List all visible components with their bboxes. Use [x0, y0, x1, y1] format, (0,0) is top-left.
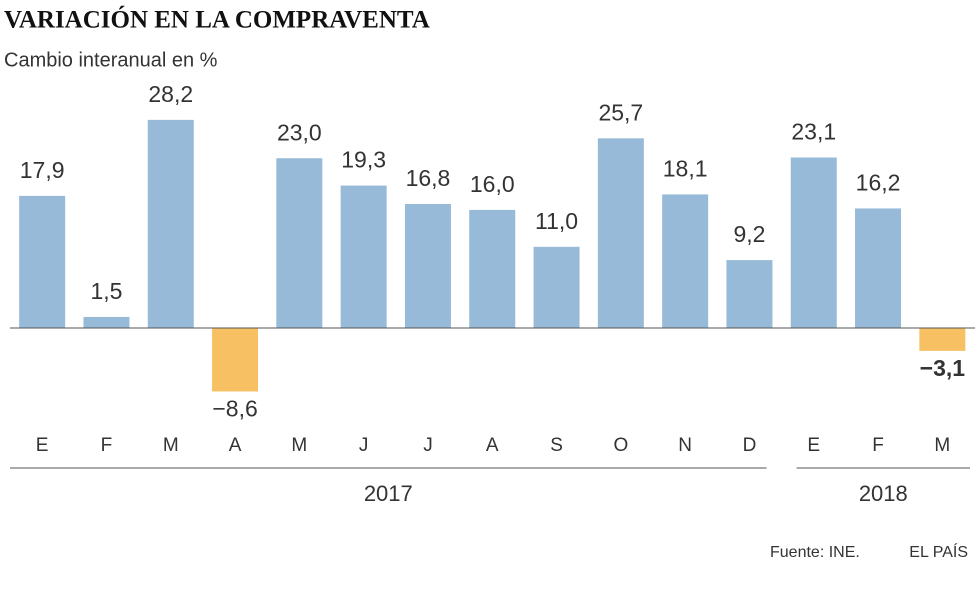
bar	[855, 208, 902, 328]
x-tick-label: N	[678, 435, 692, 456]
bar	[276, 158, 323, 328]
x-tick-label: A	[229, 435, 242, 456]
x-tick-label: F	[101, 435, 113, 456]
value-label: 23,1	[791, 119, 836, 145]
x-tick-label: M	[934, 435, 950, 456]
group-label: 2017	[364, 481, 413, 506]
x-tick-label: J	[423, 435, 433, 456]
bar	[83, 316, 130, 328]
value-label: 18,1	[663, 156, 708, 182]
source: Fuente: INE.	[770, 544, 860, 561]
chart-subtitle: Cambio interanual en %	[4, 49, 218, 71]
bar	[212, 328, 259, 392]
value-label: 19,3	[341, 147, 386, 173]
bar	[597, 138, 644, 328]
chart-title: VARIACIÓN EN LA COMPRAVENTA	[4, 6, 430, 34]
group-label: 2018	[859, 481, 908, 506]
value-label: −3,1	[920, 355, 966, 381]
x-tick-label: J	[359, 435, 369, 456]
x-tick-label: A	[486, 435, 499, 456]
x-tick-label: E	[807, 435, 820, 456]
bar	[919, 328, 966, 351]
bar	[404, 204, 451, 328]
x-tick-label: O	[613, 435, 628, 456]
bar	[469, 209, 516, 328]
bar	[726, 260, 773, 328]
x-tick-label: M	[163, 435, 179, 456]
bar	[147, 119, 194, 328]
x-tick-label: D	[743, 435, 757, 456]
value-label: 9,2	[733, 221, 765, 247]
bar	[19, 195, 66, 328]
value-label: 16,8	[406, 165, 451, 191]
bar	[790, 157, 837, 328]
value-label: 16,0	[470, 171, 515, 197]
value-label: 17,9	[20, 157, 65, 183]
bar	[340, 185, 387, 328]
bar	[533, 246, 580, 328]
bar	[662, 194, 709, 328]
value-label: 16,2	[856, 170, 901, 196]
publisher: EL PAÍS	[909, 542, 968, 561]
value-label: −8,6	[212, 396, 257, 422]
value-label: 23,0	[277, 119, 322, 145]
x-tick-label: F	[872, 435, 884, 456]
value-label: 25,7	[598, 99, 643, 125]
value-label: 1,5	[90, 278, 122, 304]
x-tick-label: S	[550, 435, 563, 456]
value-label: 11,0	[535, 208, 578, 234]
x-tick-label: E	[36, 435, 49, 456]
x-tick-label: M	[291, 435, 307, 456]
value-label: 28,2	[148, 81, 193, 107]
